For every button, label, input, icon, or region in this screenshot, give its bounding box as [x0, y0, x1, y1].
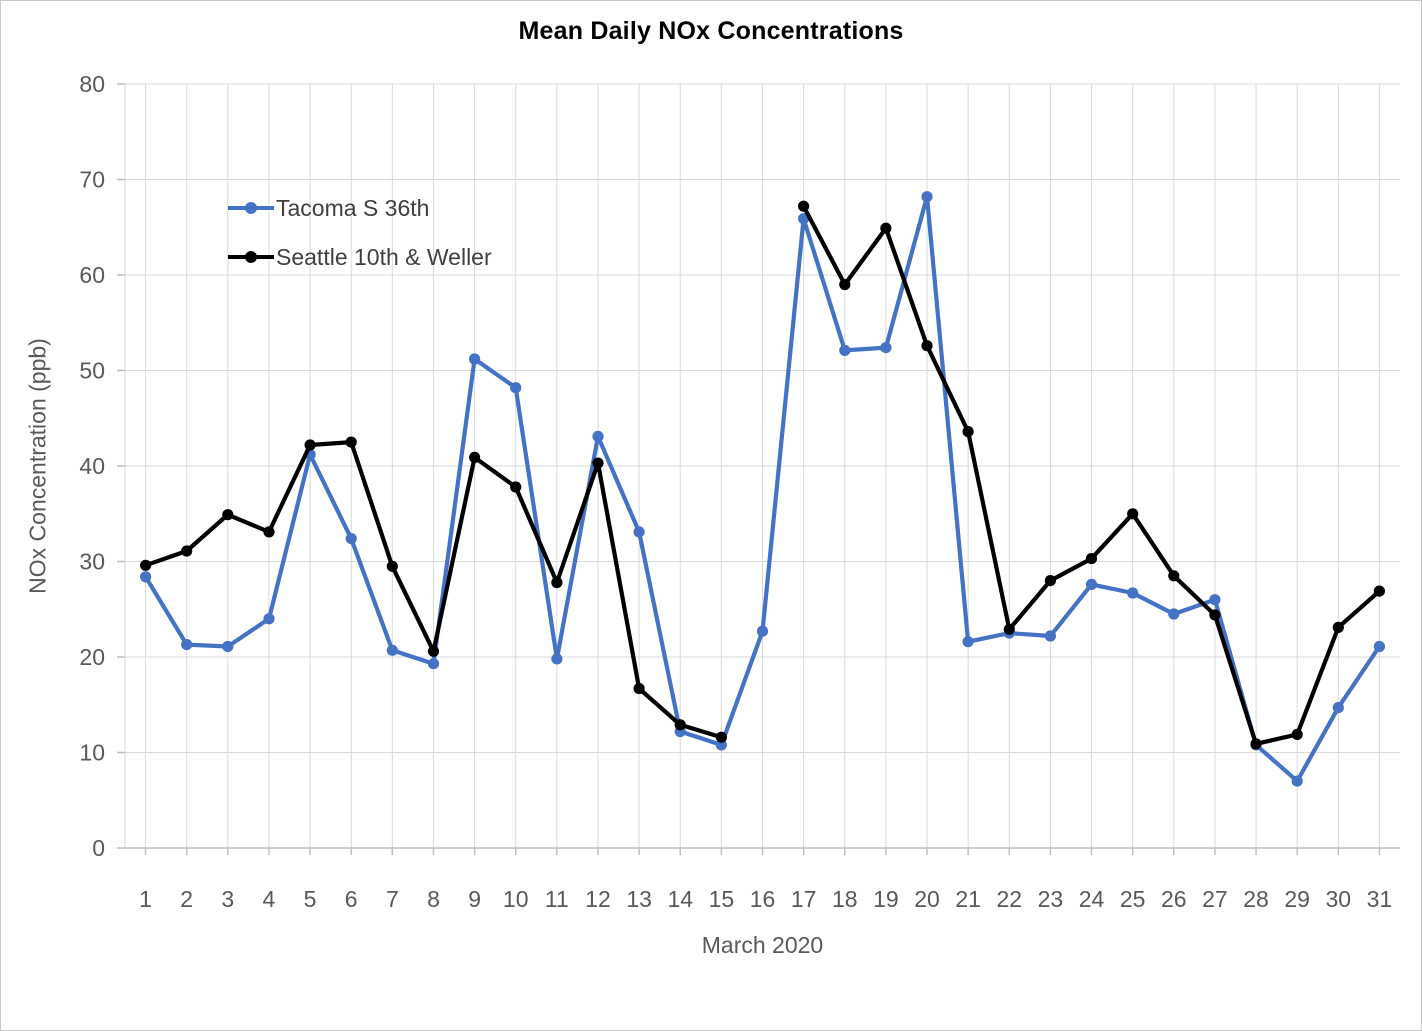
legend-item-tacoma: Tacoma S 36th	[228, 193, 492, 223]
y-axis-title: NOx Concentration (ppb)	[24, 338, 51, 594]
x-axis-title: March 2020	[701, 932, 824, 958]
svg-text:23: 23	[1038, 886, 1064, 912]
chart-title: Mean Daily NOx Concentrations	[518, 17, 904, 45]
legend-label-tacoma: Tacoma S 36th	[276, 194, 430, 221]
svg-text:17: 17	[791, 886, 817, 912]
svg-text:5: 5	[304, 886, 317, 912]
svg-text:26: 26	[1161, 886, 1187, 912]
tacoma-series-swatch	[228, 193, 274, 223]
svg-text:30: 30	[1326, 886, 1352, 912]
svg-text:29: 29	[1284, 886, 1310, 912]
svg-text:30: 30	[79, 549, 105, 575]
svg-text:28: 28	[1243, 886, 1269, 912]
svg-text:24: 24	[1079, 886, 1105, 912]
legend: Tacoma S 36th Seattle 10th & Weller	[228, 193, 492, 272]
svg-text:40: 40	[79, 453, 105, 479]
svg-text:6: 6	[345, 886, 358, 912]
svg-text:14: 14	[667, 886, 693, 912]
svg-text:25: 25	[1120, 886, 1146, 912]
svg-text:18: 18	[832, 886, 858, 912]
svg-text:7: 7	[386, 886, 399, 912]
svg-text:20: 20	[914, 886, 940, 912]
svg-text:4: 4	[263, 886, 276, 912]
seattle-marker-icon	[245, 251, 257, 263]
svg-text:21: 21	[955, 886, 981, 912]
seattle-series-swatch	[228, 242, 274, 272]
svg-text:19: 19	[873, 886, 899, 912]
svg-text:0: 0	[92, 835, 105, 861]
svg-text:15: 15	[709, 886, 735, 912]
svg-text:1: 1	[139, 886, 152, 912]
svg-text:80: 80	[79, 71, 105, 97]
svg-text:70: 70	[79, 167, 105, 193]
svg-text:10: 10	[79, 740, 105, 766]
svg-text:3: 3	[221, 886, 234, 912]
svg-text:31: 31	[1367, 886, 1393, 912]
svg-text:11: 11	[545, 886, 569, 912]
svg-text:2: 2	[180, 886, 193, 912]
svg-text:27: 27	[1202, 886, 1228, 912]
tacoma-marker-icon	[245, 202, 257, 214]
legend-label-seattle: Seattle 10th & Weller	[276, 243, 492, 270]
svg-text:16: 16	[750, 886, 776, 912]
svg-text:10: 10	[503, 886, 529, 912]
svg-text:60: 60	[79, 262, 105, 288]
svg-text:13: 13	[626, 886, 652, 912]
legend-item-seattle: Seattle 10th & Weller	[228, 242, 492, 272]
svg-text:20: 20	[79, 644, 105, 670]
svg-text:50: 50	[79, 358, 105, 384]
svg-text:12: 12	[585, 886, 611, 912]
svg-text:8: 8	[427, 886, 440, 912]
svg-text:9: 9	[468, 886, 481, 912]
svg-text:22: 22	[996, 886, 1022, 912]
